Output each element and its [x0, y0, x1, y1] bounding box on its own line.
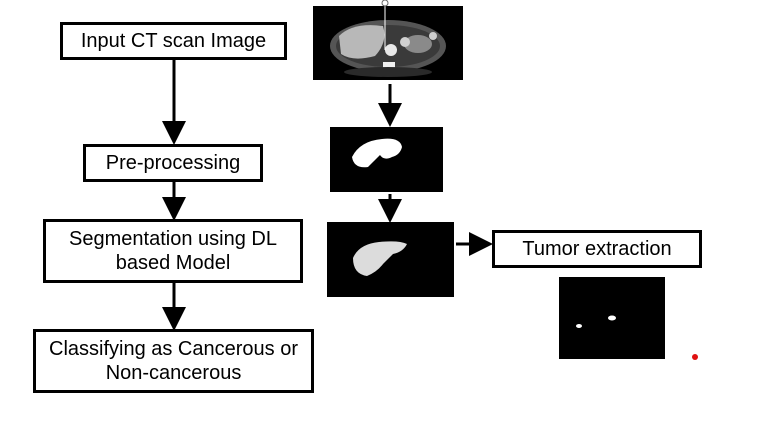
classifying-label: Classifying as Cancerous or Non-cancerou… [49, 338, 298, 384]
segmented-liver-graphic [353, 241, 407, 276]
ct-scan-image [313, 6, 463, 80]
tumor-extraction-graphic [576, 315, 616, 328]
tumor-extraction-label: Tumor extraction [522, 238, 672, 260]
preprocessing-box: Pre-processing [83, 144, 263, 182]
liver-mask-image [330, 127, 443, 192]
preprocessing-label: Pre-processing [105, 152, 241, 174]
input-ct-scan-box: Input CT scan Image [60, 22, 287, 60]
classifying-box: Classifying as Cancerous or Non-cancerou… [33, 329, 314, 393]
pointer-ring [381, 0, 389, 7]
liver-mask-graphic [352, 138, 402, 168]
tumor-extraction-box: Tumor extraction [492, 230, 702, 268]
red-dot-marker [692, 354, 698, 360]
segmented-liver-image [327, 222, 454, 297]
input-ct-scan-label: Input CT scan Image [80, 30, 267, 52]
ct-scan-graphic [330, 6, 446, 77]
segmentation-label: Segmentation using DL based Model [69, 228, 277, 274]
segmentation-box: Segmentation using DL based Model [43, 219, 303, 283]
tumor-extraction-image [559, 277, 665, 359]
